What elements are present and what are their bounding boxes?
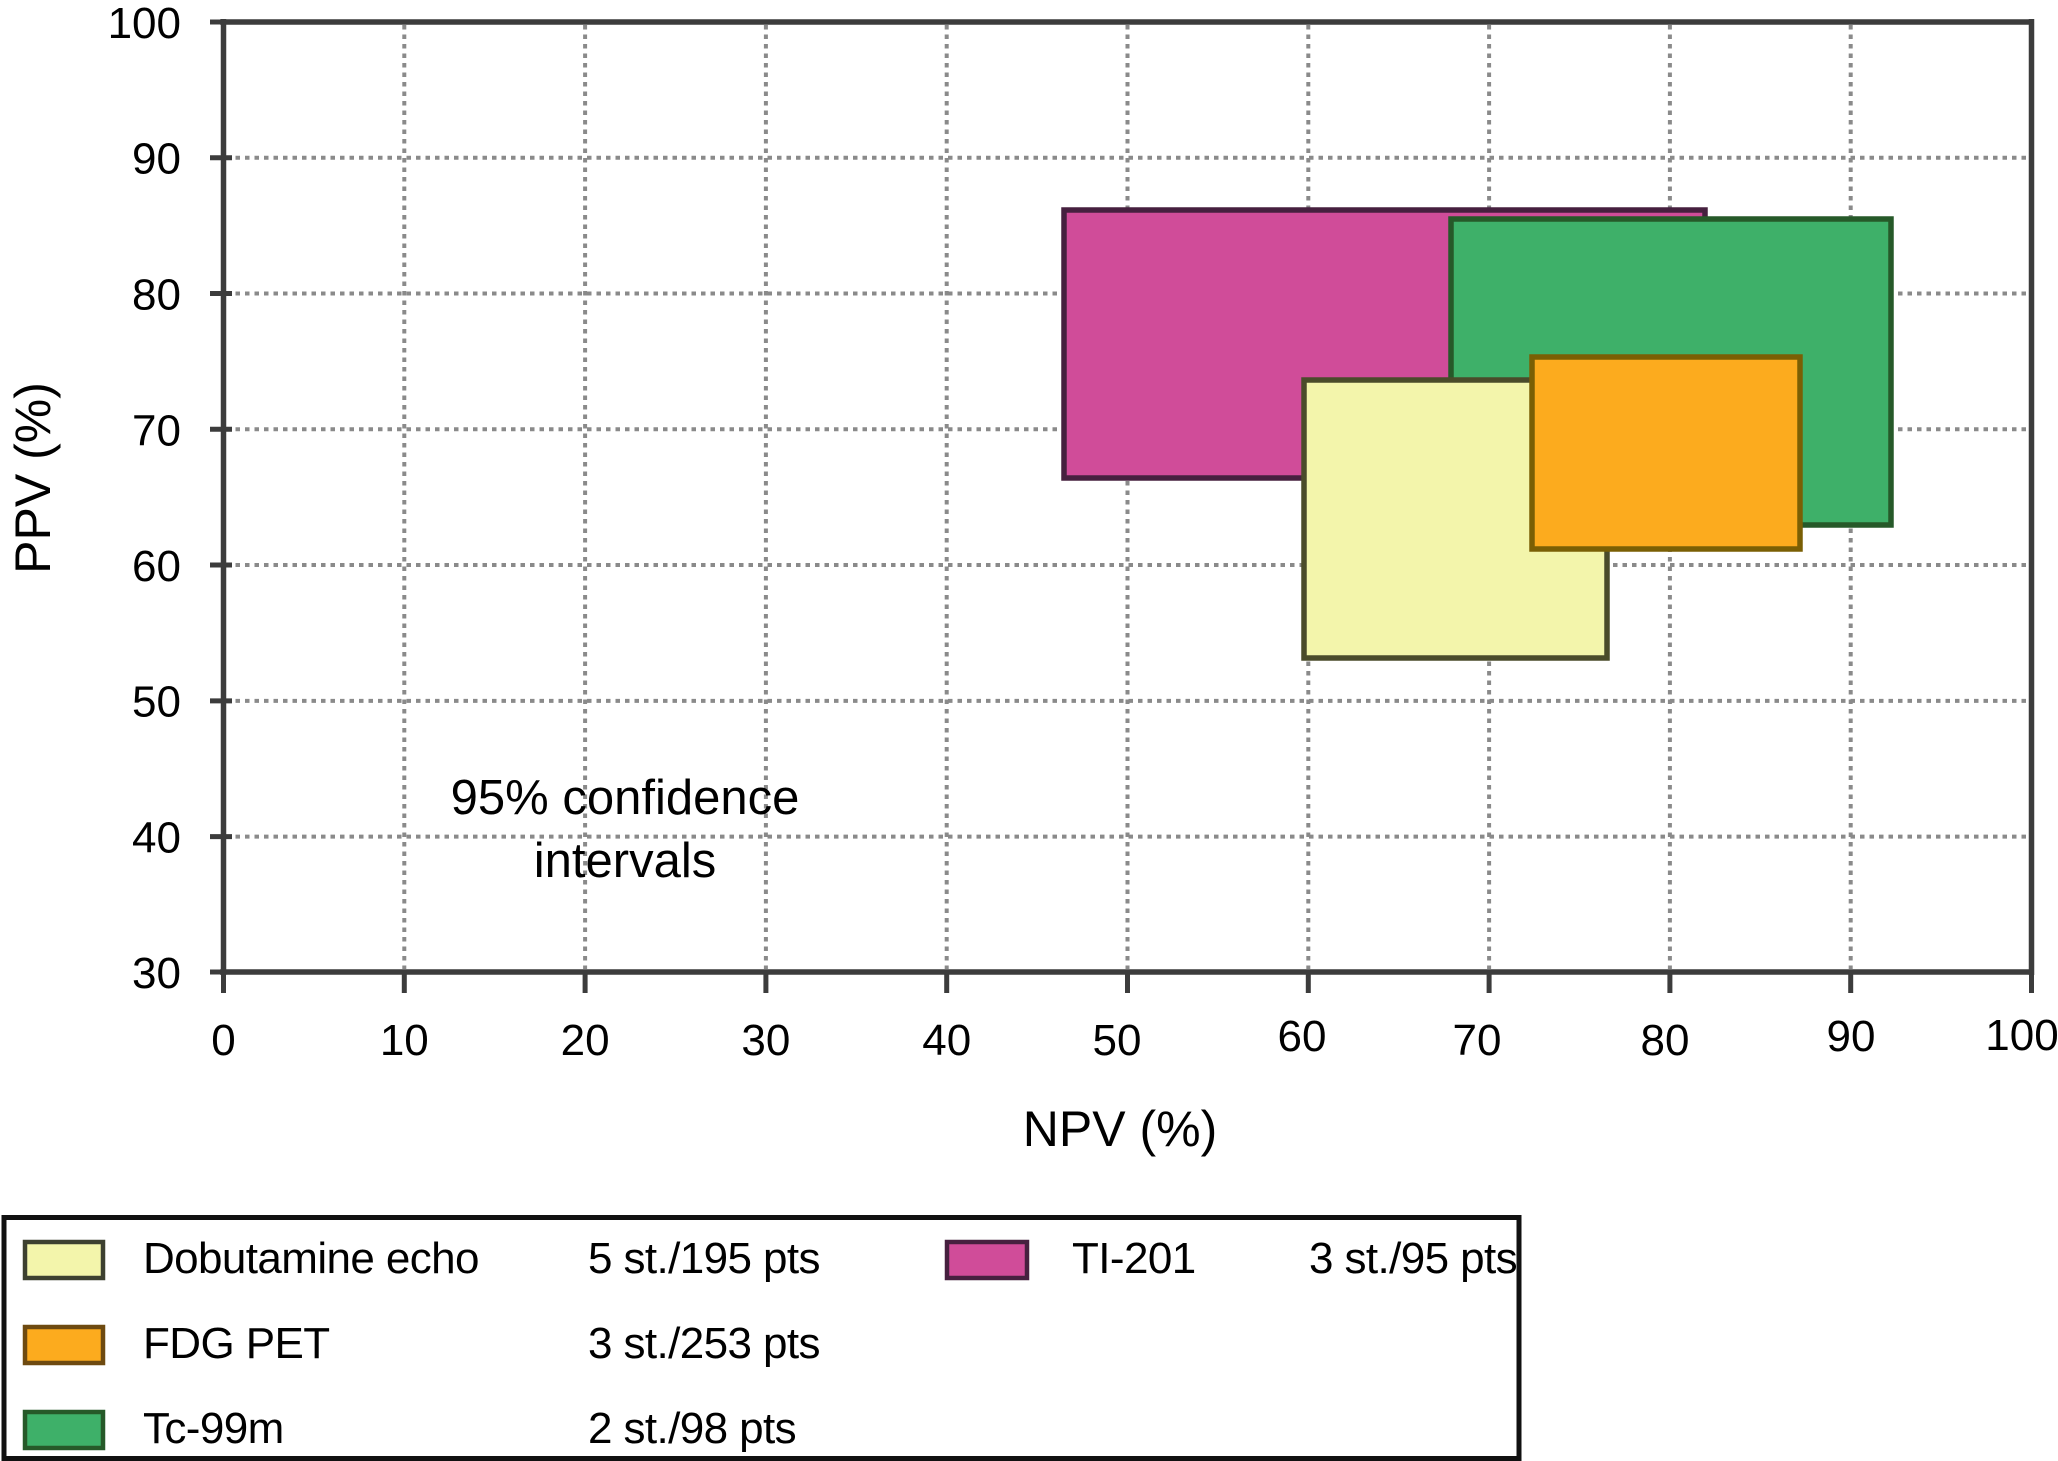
svg-text:60: 60 <box>1278 1012 1327 1061</box>
svg-text:80: 80 <box>1641 1016 1690 1065</box>
svg-text:3 st./95 pts: 3 st./95 pts <box>1309 1234 1517 1283</box>
svg-text:70: 70 <box>132 406 181 455</box>
svg-text:100: 100 <box>1985 1011 2058 1060</box>
svg-text:NPV (%): NPV (%) <box>1023 1101 1217 1157</box>
svg-text:60: 60 <box>132 542 181 591</box>
svg-text:50: 50 <box>1093 1016 1142 1065</box>
svg-text:70: 70 <box>1453 1016 1502 1065</box>
svg-text:100: 100 <box>108 0 181 48</box>
svg-text:95% confidence: 95% confidence <box>451 771 800 825</box>
svg-text:TI-201: TI-201 <box>1072 1234 1196 1283</box>
svg-text:90: 90 <box>1827 1012 1876 1061</box>
svg-text:40: 40 <box>132 813 181 862</box>
svg-text:20: 20 <box>561 1016 610 1065</box>
svg-text:Dobutamine echo: Dobutamine echo <box>143 1234 479 1283</box>
svg-text:50: 50 <box>132 678 181 727</box>
svg-text:5 st./195 pts: 5 st./195 pts <box>588 1234 820 1283</box>
svg-text:PPV (%): PPV (%) <box>5 382 61 574</box>
svg-text:FDG PET: FDG PET <box>143 1319 329 1368</box>
svg-text:Tc-99m: Tc-99m <box>143 1404 284 1453</box>
svg-text:10: 10 <box>380 1016 429 1065</box>
svg-text:30: 30 <box>132 949 181 998</box>
svg-text:40: 40 <box>922 1016 971 1065</box>
svg-text:30: 30 <box>741 1016 790 1065</box>
svg-text:intervals: intervals <box>534 834 716 888</box>
svg-text:80: 80 <box>132 271 181 320</box>
svg-text:2 st./98 pts: 2 st./98 pts <box>588 1404 796 1453</box>
svg-text:3 st./253 pts: 3 st./253 pts <box>588 1319 820 1368</box>
svg-text:90: 90 <box>132 135 181 184</box>
svg-text:0: 0 <box>211 1016 235 1065</box>
